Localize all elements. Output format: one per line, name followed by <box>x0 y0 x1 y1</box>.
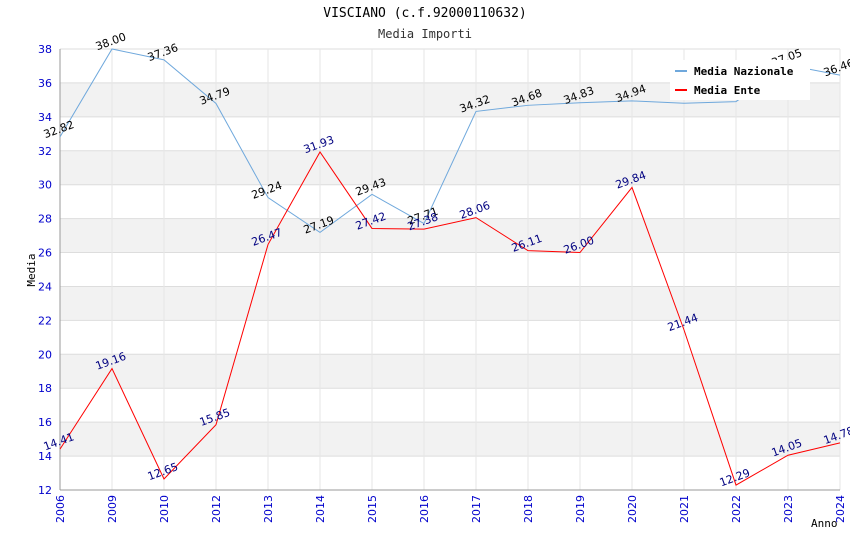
data-label: 12.29 <box>718 466 752 489</box>
plot-band <box>60 286 840 321</box>
plot-band <box>60 422 840 457</box>
y-tick-label: 24 <box>38 280 52 293</box>
chart-title: VISCIANO (c.f.92000110632) <box>323 6 527 21</box>
x-tick-label: 2017 <box>470 495 483 523</box>
x-tick-label: 2018 <box>522 495 535 523</box>
y-tick-label: 16 <box>38 416 52 429</box>
y-tick-label: 22 <box>38 314 52 327</box>
y-tick-label: 28 <box>38 213 52 226</box>
legend-entry: Media Nazionale <box>694 65 794 78</box>
x-tick-label: 2012 <box>210 495 223 523</box>
y-tick-labels: 12 14 16 18 20 22 24 26 28 30 32 34 36 38 <box>38 43 52 497</box>
y-tick-label: 32 <box>38 145 52 158</box>
y-tick-label: 18 <box>38 382 52 395</box>
x-tick-label: 2015 <box>366 495 379 523</box>
y-tick-label: 38 <box>38 43 52 56</box>
y-tick-label: 26 <box>38 247 52 260</box>
x-tick-label: 2019 <box>574 495 587 523</box>
x-tick-label: 2010 <box>158 495 171 523</box>
series-lines <box>59 48 841 486</box>
y-axis-label: Media <box>25 253 38 286</box>
data-label: 37.36 <box>146 41 180 64</box>
x-tick-labels: 2006 2009 2010 2012 2013 2014 2015 2016 2017 2018… <box>54 495 847 523</box>
x-tick-label: 2014 <box>314 495 327 523</box>
x-tick-label: 2020 <box>626 495 639 523</box>
x-tick-label: 2022 <box>730 495 743 523</box>
x-axis-label: Anno <box>811 517 838 530</box>
legend: Media Nazionale Media Ente <box>670 60 810 100</box>
data-label: 38.00 <box>94 30 128 53</box>
series-line-media-nazionale <box>59 48 841 233</box>
x-tick-label: 2016 <box>418 495 431 523</box>
legend-box <box>670 60 810 100</box>
data-label: 36.46 <box>822 56 850 79</box>
plot-band <box>60 218 840 253</box>
x-tick-label: 2009 <box>106 495 119 523</box>
y-tick-label: 12 <box>38 484 52 497</box>
plot-bands <box>60 82 840 457</box>
data-label: 12.65 <box>146 460 180 483</box>
x-tick-label: 2006 <box>54 495 67 523</box>
x-tick-label: 2013 <box>262 495 275 523</box>
chart-subtitle: Media Importi <box>378 27 472 41</box>
y-tick-label: 34 <box>38 111 52 124</box>
y-tick-label: 36 <box>38 77 52 90</box>
y-tick-label: 30 <box>38 179 52 192</box>
series-line-media-ente <box>59 151 841 486</box>
legend-entry: Media Ente <box>694 84 761 97</box>
plot-band <box>60 354 840 389</box>
x-tick-label: 2024 <box>834 495 847 523</box>
x-tick-label: 2021 <box>678 495 691 523</box>
x-tick-label: 2023 <box>782 495 795 523</box>
y-tick-label: 20 <box>38 348 52 361</box>
y-tick-label: 14 <box>38 450 52 463</box>
